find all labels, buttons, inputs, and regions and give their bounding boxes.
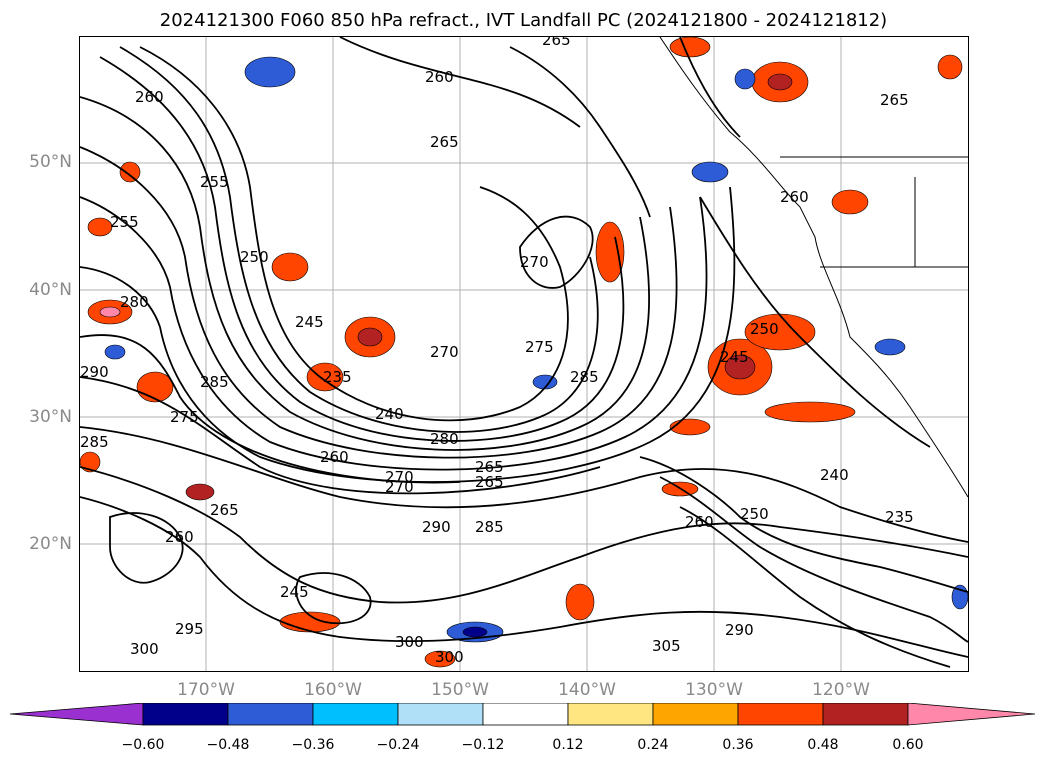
contour-value-labels: 265 260 265 255 250 245 280 290 285 240 … — [80, 31, 914, 666]
contour-label: 250 — [240, 248, 269, 266]
contour-label: 235 — [323, 368, 352, 386]
contour-label: 265 — [430, 133, 459, 151]
contour-label: 285 — [80, 433, 109, 451]
contour-label: 270 — [385, 478, 414, 496]
contour-label: 290 — [422, 518, 451, 536]
contour-label: 260 — [320, 448, 349, 466]
colorbar-tick-label: 0.24 — [637, 737, 669, 753]
map-svg: 265 260 265 255 250 245 280 290 285 240 … — [79, 31, 969, 671]
map-panel: 265 260 265 255 250 245 280 290 285 240 … — [79, 31, 969, 672]
lat-label-20n: 20°N — [29, 534, 72, 554]
contour-label: 275 — [525, 338, 554, 356]
lat-label-30n: 30°N — [29, 407, 72, 427]
contour-label: 260 — [135, 88, 164, 106]
contour-label: 260 — [425, 68, 454, 86]
contour-label: 290 — [80, 363, 109, 381]
coastline — [659, 36, 969, 498]
lon-label-160w: 160°W — [304, 680, 362, 700]
contour-label: 280 — [430, 430, 459, 448]
contour-label: 290 — [725, 621, 754, 639]
colorbar-bin — [737, 703, 824, 726]
contour-label: 260 — [165, 528, 194, 546]
lon-label-170w: 170°W — [177, 680, 235, 700]
lon-label-130w: 130°W — [685, 680, 743, 700]
colorbar-bin — [312, 703, 399, 726]
contour-label: 270 — [385, 468, 414, 486]
contour-label: 300 — [130, 640, 159, 658]
colorbar-tick-label: 0.36 — [722, 737, 754, 753]
contour-label: 265 — [210, 501, 239, 519]
contour-label: 260 — [780, 188, 809, 206]
contour-label: 305 — [652, 637, 681, 655]
contour-label: 240 — [820, 466, 849, 484]
contour-label: 295 — [175, 620, 204, 638]
contour-label: 250 — [750, 320, 779, 338]
colorbar-tick-label: −0.24 — [376, 737, 420, 753]
colorbar-tick-label: −0.36 — [291, 737, 335, 753]
contour-label: 265 — [475, 458, 504, 476]
contour-label: 260 — [685, 513, 714, 531]
contour-label: 235 — [885, 508, 914, 526]
colorbar-tick-label: −0.12 — [461, 737, 505, 753]
contour-label: 300 — [395, 633, 424, 651]
contour-label: 285 — [200, 373, 229, 391]
colorbar-bin — [397, 703, 484, 726]
colorbar-tick-label: −0.60 — [121, 737, 165, 753]
lat-label-40n: 40°N — [29, 280, 72, 300]
contour-label: 255 — [200, 173, 229, 191]
colorbar-tick-label: 0.48 — [807, 737, 839, 753]
contour-label: 270 — [430, 343, 459, 361]
contour-label: 255 — [110, 213, 139, 231]
contour-label: 245 — [280, 583, 309, 601]
colorbar-extend-left — [10, 703, 144, 726]
colorbar-tick-label: 0.60 — [892, 737, 924, 753]
contour-label: 275 — [170, 408, 199, 426]
colorbar-bin — [482, 703, 569, 726]
colorbar-bin — [142, 703, 229, 726]
contour-label: 240 — [375, 405, 404, 423]
colorbar-bin — [567, 703, 654, 726]
contour-label: 265 — [542, 37, 571, 49]
contour-label: 285 — [570, 368, 599, 386]
contour-label: 280 — [120, 293, 149, 311]
contour-label: 265 — [475, 473, 504, 491]
colorbar — [10, 703, 1036, 726]
colorbar-extend-right — [907, 703, 1036, 726]
colorbar-bin — [822, 703, 909, 726]
lon-label-140w: 140°W — [558, 680, 616, 700]
lon-label-120w: 120°W — [812, 680, 870, 700]
contour-label: 300 — [435, 648, 464, 666]
contour-label: 245 — [720, 348, 749, 366]
contour-label: 270 — [520, 253, 549, 271]
contour-label: 265 — [880, 91, 909, 109]
map-title: 2024121300 F060 850 hPa refract., IVT La… — [159, 10, 888, 31]
colorbar-bin — [652, 703, 739, 726]
colorbar-tick-label: −0.48 — [206, 737, 250, 753]
contour-label: 245 — [295, 313, 324, 331]
contour-label: 250 — [740, 505, 769, 523]
refractivity-fill-patches — [79, 36, 969, 668]
contour-label: 285 — [475, 518, 504, 536]
contour-lines — [79, 36, 969, 668]
lon-label-150w: 150°W — [431, 680, 489, 700]
colorbar-bin — [227, 703, 314, 726]
lat-label-50n: 50°N — [29, 152, 72, 172]
colorbar-tick-label: 0.12 — [552, 737, 584, 753]
